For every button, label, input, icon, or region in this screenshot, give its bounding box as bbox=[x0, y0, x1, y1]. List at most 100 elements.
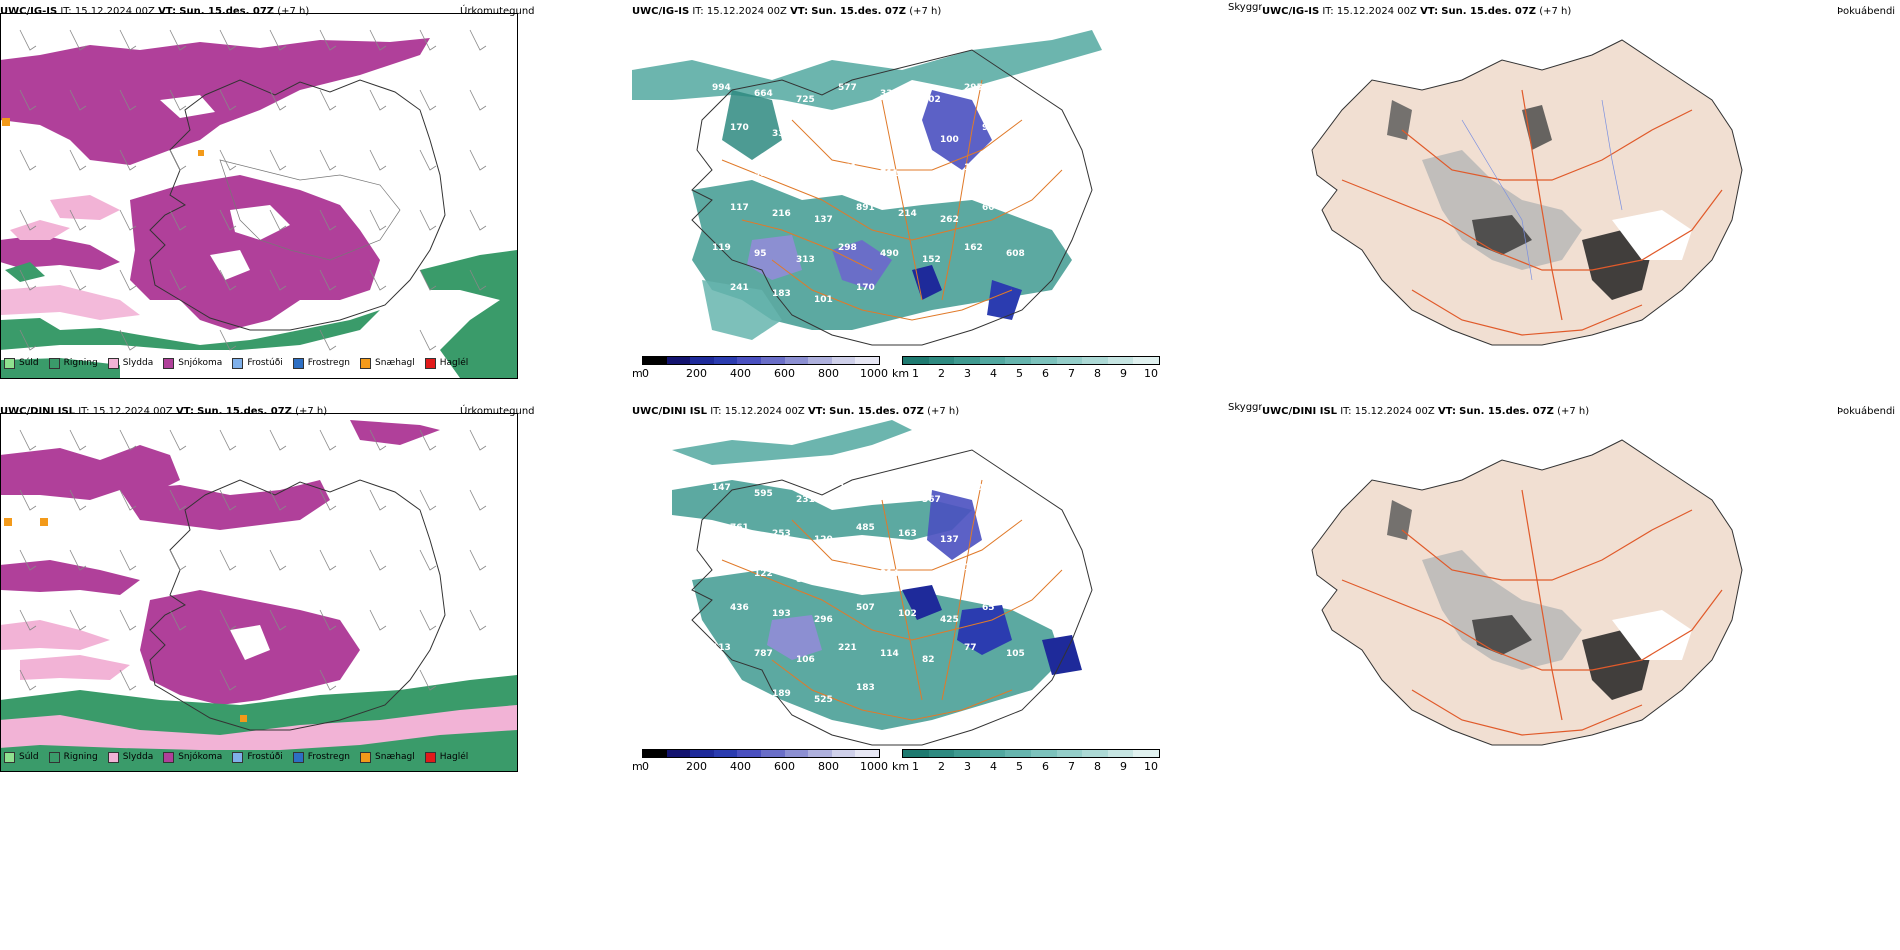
visibility-value-label: 183 bbox=[856, 683, 875, 693]
visibility-value-label: 137 bbox=[814, 215, 833, 225]
colorbar-tick-label: 6 bbox=[1042, 760, 1049, 773]
precip-legend: Súld Rigning Slydda Snjókoma Frostúði Frostre… bbox=[4, 746, 468, 768]
panel-title: Þokuábendi bbox=[1837, 406, 1896, 417]
precip-legend-item: Snjókoma bbox=[163, 357, 223, 369]
visibility-panel-top: UWC/IG-IS IT: 15.12.2024 00Z VT: Sun. 15… bbox=[632, 0, 1262, 460]
legend-swatch bbox=[4, 357, 15, 369]
precip-legend-item: Frostúði bbox=[232, 751, 283, 763]
model-name: UWC/DINI ISL bbox=[0, 406, 76, 417]
it-value: 15.12.2024 00Z bbox=[92, 406, 173, 417]
legend-swatch bbox=[163, 357, 175, 369]
legend-label: Snjókoma bbox=[178, 358, 223, 368]
colorbar-tick-label: 4 bbox=[990, 760, 997, 773]
colorbar-tick-label: 600 bbox=[774, 367, 795, 380]
visibility-value-label: 253 bbox=[772, 529, 791, 539]
legend-label: Frostúði bbox=[247, 358, 283, 368]
visibility-value-label: 361 bbox=[838, 163, 857, 173]
it-label: IT: bbox=[1340, 406, 1352, 417]
visibility-value-label: 147 bbox=[712, 483, 731, 493]
visibility-value-label: 152 bbox=[922, 255, 941, 265]
visibility-value-label: 82 bbox=[796, 175, 809, 185]
visibility-value-label: 750 bbox=[730, 683, 749, 693]
colorbar-segment bbox=[928, 357, 955, 364]
visibility-map: 994 664 725 577 333 202 295 218 170 332 139 209 315 1… bbox=[632, 30, 1102, 346]
height-colorbar: m 0 200 400 600 800 1000 bbox=[632, 749, 892, 777]
fog-panel-bottom: UWC/DINI ISL IT: 15.12.2024 00Z VT: Sun.… bbox=[1262, 400, 1900, 860]
visibility-value-label: 725 bbox=[796, 95, 815, 105]
it-label: IT: bbox=[60, 6, 72, 17]
legend-swatch bbox=[107, 751, 119, 763]
colorbar-segment bbox=[737, 357, 761, 364]
visibility-value-label: 119 bbox=[712, 243, 731, 253]
colorbar-segment bbox=[954, 357, 980, 364]
colorbar-tick-label: 1 bbox=[912, 367, 919, 380]
colorbar-segment bbox=[855, 357, 879, 364]
visibility-value-label: 787 bbox=[754, 649, 773, 659]
legend-label: Snæhagl bbox=[375, 358, 415, 368]
legend-label: Rigning bbox=[63, 752, 98, 762]
legend-label: Slydda bbox=[122, 358, 154, 368]
it-label: IT: bbox=[710, 406, 722, 417]
visibility-value-label: 664 bbox=[754, 89, 773, 99]
colorbar-strip bbox=[642, 749, 880, 758]
colorbar-tick-label: 5 bbox=[1016, 367, 1023, 380]
visibility-value-label: 183 bbox=[772, 289, 791, 299]
vt-label: VT: bbox=[1437, 406, 1456, 417]
vt-value: Sun. 15.des. 07Z bbox=[1459, 406, 1554, 417]
colorbar-segment bbox=[1030, 750, 1057, 757]
height-colorbar: m 0 200 400 600 800 1000 bbox=[632, 356, 892, 384]
colorbar-tick-label: 400 bbox=[730, 760, 751, 773]
vt-label: VT: bbox=[790, 6, 809, 17]
colorbar-segment bbox=[831, 750, 856, 757]
visibility-value-label: 85 bbox=[796, 575, 809, 585]
vt-value: Sun. 15.des. 07Z bbox=[829, 406, 924, 417]
colorbar-tick-label: 200 bbox=[686, 367, 707, 380]
visibility-colorbar: km 1 2 3 4 5 6 7 8 9 10 bbox=[892, 749, 1162, 777]
visibility-value-label: 139 bbox=[814, 135, 833, 145]
colorbar-strip bbox=[642, 356, 880, 365]
visibility-value-label: 114 bbox=[880, 649, 899, 659]
precip-legend-item: Snjókoma bbox=[163, 751, 222, 763]
visibility-value-label: 425 bbox=[940, 615, 959, 625]
visibility-value-label: 113 bbox=[712, 643, 731, 653]
visibility-value-label: 485 bbox=[856, 523, 875, 533]
it-value: 15.12.2024 00Z bbox=[1336, 6, 1417, 17]
visibility-value-label: 577 bbox=[838, 83, 857, 93]
visibility-value-label: 101 bbox=[814, 295, 833, 305]
visibility-value-label: 626 bbox=[712, 163, 731, 173]
visibility-value-label: 120 bbox=[814, 535, 833, 545]
visibility-value-label: 298 bbox=[838, 243, 857, 253]
colorbar-segment bbox=[1133, 357, 1159, 364]
colorbar-segment bbox=[831, 357, 856, 364]
colorbar-segment bbox=[979, 357, 1006, 364]
precip-legend-item: Slydda bbox=[107, 751, 154, 763]
colorbar-tick-label: 3 bbox=[964, 760, 971, 773]
colorbar-tick-label: 9 bbox=[1120, 760, 1127, 773]
precip-legend-item: Rigning bbox=[48, 357, 98, 369]
colorbar-segment bbox=[808, 357, 832, 364]
legend-swatch bbox=[360, 357, 372, 369]
visibility-value-label: 525 bbox=[814, 695, 833, 705]
legend-label: Haglél bbox=[439, 358, 469, 368]
visibility-panel-bottom: UWC/DINI ISL IT: 15.12.2024 00Z VT: Sun.… bbox=[632, 400, 1262, 860]
legend-label: Slydda bbox=[122, 752, 154, 762]
colorbar-tick-label: 2 bbox=[938, 367, 945, 380]
model-name: UWC/IG-IS bbox=[632, 6, 690, 17]
visibility-value-label: 65 bbox=[982, 603, 995, 613]
visibility-value-label: 567 bbox=[922, 495, 941, 505]
colorbar-segment bbox=[903, 357, 929, 364]
panel-header: UWC/DINI ISL IT: 15.12.2024 00Z VT: Sun.… bbox=[1262, 406, 1589, 417]
colorbar-segment bbox=[979, 750, 1006, 757]
visibility-value-label: 137 bbox=[940, 535, 959, 545]
colorbar-unit: m bbox=[632, 760, 643, 773]
visibility-value-label: 82 bbox=[922, 655, 935, 665]
colorbar-strip bbox=[902, 749, 1160, 758]
visibility-value-label: 221 bbox=[838, 643, 857, 653]
legend-swatch bbox=[424, 357, 436, 369]
vt-label: VT: bbox=[175, 406, 194, 417]
legend-swatch bbox=[48, 751, 60, 763]
lead-time: (+7 h) bbox=[1539, 6, 1572, 17]
colorbar-segment bbox=[760, 357, 785, 364]
colorbar-segment bbox=[784, 750, 809, 757]
colorbar-unit: km bbox=[892, 760, 910, 773]
